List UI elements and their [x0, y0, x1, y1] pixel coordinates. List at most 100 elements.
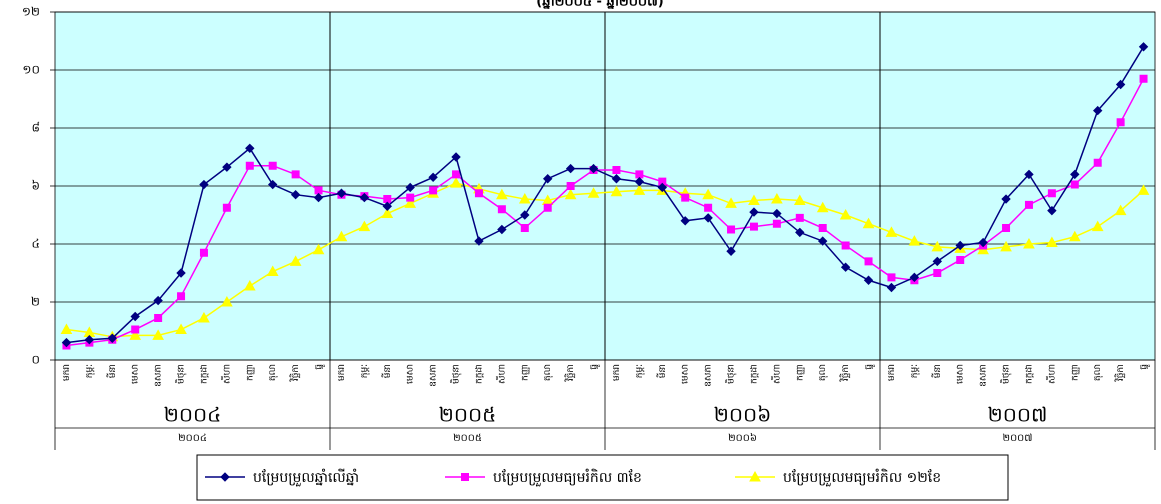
y-tick-label: ១២ — [22, 5, 40, 19]
data-point — [909, 272, 920, 283]
data-point — [198, 311, 210, 323]
data-point — [635, 170, 644, 179]
data-point — [177, 292, 186, 301]
x-tick-label: ធ្នូ — [314, 364, 325, 370]
data-point — [268, 179, 278, 190]
data-point — [658, 177, 667, 186]
x-tick-label: មេសា — [956, 364, 966, 384]
data-point — [611, 174, 622, 184]
data-point — [772, 208, 782, 219]
x-tick-label: កក្កដា — [749, 364, 759, 384]
x-tick-label: មករា — [337, 364, 347, 381]
x-tick-label: កញ្ញា — [245, 364, 255, 381]
x-tick-label: ធ្នូ — [864, 364, 875, 370]
data-point — [748, 194, 760, 205]
data-point — [313, 192, 324, 203]
y-tick-label: ២ — [31, 295, 40, 309]
x-tick-label: តុលា — [268, 364, 278, 381]
data-point — [588, 163, 599, 174]
legend-marker — [461, 473, 469, 481]
data-point — [452, 170, 461, 179]
data-point — [518, 193, 531, 204]
data-point — [1070, 169, 1080, 180]
year-label: ២០០៥ — [439, 403, 497, 427]
data-point — [1114, 204, 1127, 216]
data-point — [771, 193, 783, 204]
data-point — [725, 197, 737, 208]
data-point — [314, 186, 323, 195]
legend-marker — [749, 470, 761, 482]
data-point — [1068, 230, 1081, 242]
data-point — [130, 311, 140, 322]
data-point — [406, 193, 415, 202]
data-point — [474, 236, 484, 246]
data-point — [681, 193, 690, 202]
y-tick-label: ១០ — [22, 63, 40, 77]
data-point — [1093, 105, 1103, 116]
x-tick-label: មីនា — [106, 364, 118, 378]
x-tick-label: សីហា — [1045, 364, 1057, 384]
data-point — [245, 143, 255, 154]
data-point — [61, 337, 72, 348]
data-point — [772, 219, 781, 228]
x-tick-label: មីនា — [381, 364, 393, 378]
data-point — [1070, 180, 1079, 189]
data-point — [841, 241, 850, 250]
x-tick-label: មករា — [887, 364, 897, 381]
data-point — [818, 236, 828, 246]
data-point — [451, 152, 461, 162]
y-tick-label: ០ — [32, 353, 41, 367]
year-label: ២០០៤ — [164, 403, 222, 427]
x-tick-label: តុលា — [1093, 364, 1103, 381]
data-point — [60, 323, 73, 335]
data-point — [657, 182, 667, 193]
data-point — [1137, 184, 1150, 195]
data-point — [383, 195, 392, 204]
data-point — [154, 313, 163, 322]
data-point — [956, 255, 965, 264]
y-tick-label: ៤ — [32, 237, 41, 251]
x-tick-label: កញ្ញា — [520, 364, 530, 381]
x-tick-label: កុម្ភៈ — [635, 364, 645, 378]
x-tick-label: មករា — [612, 364, 622, 381]
data-point — [266, 265, 279, 277]
data-point — [520, 224, 529, 233]
data-point — [749, 222, 758, 231]
chart-title: (ឆ្នាំ២០០៤ - ឆ្នាំ២០០៧) — [536, 0, 663, 10]
data-point — [634, 176, 645, 187]
year-label-small: ២០០៤ — [178, 433, 207, 444]
data-point — [543, 203, 552, 212]
x-tick-label: ឧសភា — [979, 364, 989, 387]
x-tick-label: វិច្ឆិកា — [839, 364, 851, 382]
x-tick-label: ឧសភា — [704, 364, 714, 387]
data-point — [1091, 220, 1104, 232]
x-tick-label: វិច្ឆិកា — [289, 364, 301, 382]
x-tick-label: កក្កដា — [199, 364, 209, 384]
data-point — [428, 172, 438, 183]
x-tick-label: សីហា — [220, 364, 232, 384]
year-label-small: ២០០៦ — [728, 432, 757, 444]
data-point — [1001, 194, 1011, 204]
x-tick-label: មេសា — [681, 364, 691, 384]
data-point — [610, 185, 623, 197]
data-point — [1000, 240, 1012, 252]
year-label-small: ២០០៧ — [1003, 433, 1033, 444]
data-point — [291, 170, 300, 179]
data-point — [795, 227, 805, 238]
data-point — [199, 248, 208, 257]
x-tick-label: កក្កដា — [474, 364, 484, 384]
legend-marker — [220, 472, 230, 482]
data-point — [381, 207, 394, 219]
data-point — [245, 161, 254, 170]
data-point — [565, 163, 576, 174]
x-tick-label: ឧសភា — [154, 364, 164, 387]
data-point — [1047, 189, 1056, 198]
data-point — [839, 208, 852, 220]
data-point — [933, 269, 942, 277]
data-point — [612, 166, 621, 175]
data-point — [1047, 205, 1057, 216]
data-point — [703, 213, 713, 223]
x-tick-label: តុលា — [818, 364, 828, 381]
y-tick-label: ៦ — [32, 179, 41, 193]
data-point — [908, 235, 921, 246]
